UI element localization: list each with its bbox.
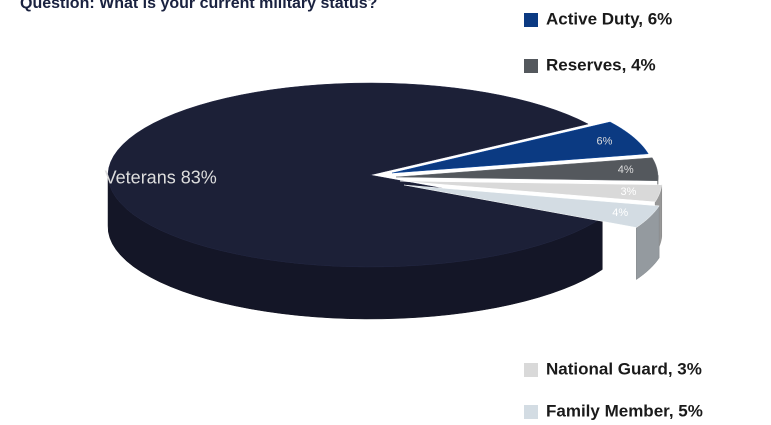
- legend-label: Active Duty, 6%: [546, 9, 672, 28]
- legend-swatch: [524, 59, 538, 73]
- legend-label: Reserves, 4%: [546, 55, 656, 74]
- slice-labels: Veterans 83% 6% 4% 3% 4%: [105, 135, 637, 219]
- slice-label: 4%: [612, 207, 628, 219]
- slice: [391, 121, 649, 174]
- slice: [403, 184, 660, 228]
- legend-swatch: [524, 405, 538, 419]
- slice: [107, 82, 603, 268]
- slice-label: 6%: [596, 135, 612, 147]
- slice-tops: [107, 82, 663, 268]
- slice: [399, 180, 663, 203]
- slice-label: Veterans 83%: [105, 168, 217, 188]
- slice-sides: [107, 173, 663, 320]
- chart-title: Question: What is your current military …: [20, 0, 377, 12]
- legend-label: National Guard, 3%: [546, 359, 702, 378]
- slice: [395, 157, 659, 182]
- slice-label: 3%: [621, 186, 637, 198]
- legend-swatch: [524, 363, 538, 377]
- legend-label: Family Member, 5%: [546, 401, 703, 420]
- legend-swatch: [524, 13, 538, 27]
- slice-label: 4%: [618, 164, 634, 176]
